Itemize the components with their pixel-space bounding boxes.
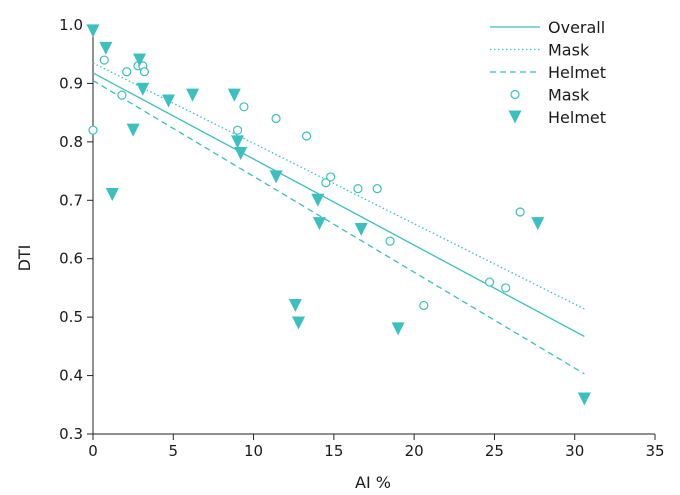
mask-point — [485, 277, 495, 287]
legend-label-helmet: Helmet — [548, 108, 606, 127]
mask-point — [232, 125, 243, 135]
x-tick-label: 25 — [485, 442, 504, 460]
mask-point — [117, 90, 127, 100]
helmet-point — [577, 392, 591, 406]
y-tick-label: 0.7 — [59, 191, 83, 209]
mask-point — [321, 178, 331, 188]
mask-point — [326, 172, 336, 182]
helmet-point — [311, 193, 325, 207]
mask-point — [139, 67, 149, 77]
helmet-point — [391, 322, 405, 336]
helmet-point — [269, 170, 283, 184]
y-tick-label: 0.9 — [59, 74, 83, 92]
x-tick-label: 0 — [88, 442, 98, 460]
helmet-point — [86, 24, 100, 38]
x-tick-label: 35 — [645, 442, 664, 460]
helmet-point — [354, 223, 368, 236]
x-tick-label: 20 — [405, 442, 424, 460]
helmet-point — [531, 217, 545, 231]
helmet-point — [231, 135, 245, 149]
helmet-point — [288, 298, 302, 312]
mask-point — [88, 125, 98, 135]
helmet-point — [292, 316, 306, 330]
helmet-point — [136, 82, 150, 96]
x-axis-title: AI % — [355, 473, 391, 492]
x-tick-label: 30 — [565, 442, 584, 460]
helmet-point — [161, 94, 175, 108]
helmet-point — [186, 88, 200, 102]
legend-swatch-helmet-marker — [508, 110, 522, 124]
y-tick-label: 0.4 — [59, 367, 83, 385]
mask-point — [515, 207, 525, 217]
fit-line-helmet — [92, 79, 585, 375]
mask-point — [122, 67, 132, 77]
helmet-point — [133, 53, 147, 67]
fit-lines — [92, 62, 585, 375]
y-tick-label: 0.8 — [59, 133, 83, 151]
mask-point — [99, 55, 109, 65]
mask-point — [301, 131, 312, 141]
data-markers — [86, 24, 591, 406]
mask-point — [419, 300, 429, 311]
legend-label-mask: Mask — [548, 41, 590, 60]
y-tick-label: 1.0 — [59, 16, 83, 34]
x-tick-label: 15 — [324, 442, 343, 460]
mask-point — [501, 283, 511, 293]
y-axis-title: DTI — [15, 245, 34, 272]
helmet-point — [99, 41, 113, 55]
axes: 0 5 10 15 20 25 30 35 0.3 0.4 0.5 0.6 0.7 0.8 0.9 1.0 — [59, 16, 664, 460]
x-tick-label: 10 — [244, 442, 263, 460]
mask-point — [372, 184, 382, 194]
mask-point — [385, 236, 395, 246]
y-tick-label: 0.6 — [59, 250, 83, 268]
mask-point — [239, 102, 249, 112]
legend: Overall Mask Helmet Mask Helmet — [490, 18, 606, 127]
fit-line-overall — [92, 72, 585, 337]
y-tick-label: 0.5 — [59, 308, 83, 326]
helmet-point — [126, 123, 140, 137]
legend-label-helmet: Helmet — [548, 63, 606, 82]
x-tick-label: 5 — [169, 442, 179, 460]
helmet-point — [234, 147, 248, 161]
helmet-point — [312, 217, 326, 231]
mask-point — [353, 184, 363, 194]
helmet-point — [105, 187, 119, 201]
legend-label-overall: Overall — [548, 18, 605, 37]
helmet-point — [227, 88, 241, 102]
legend-label-mask: Mask — [548, 86, 590, 105]
mask-point — [271, 113, 281, 124]
y-tick-label: 0.3 — [59, 425, 83, 443]
legend-swatch-mask-marker — [510, 89, 520, 100]
